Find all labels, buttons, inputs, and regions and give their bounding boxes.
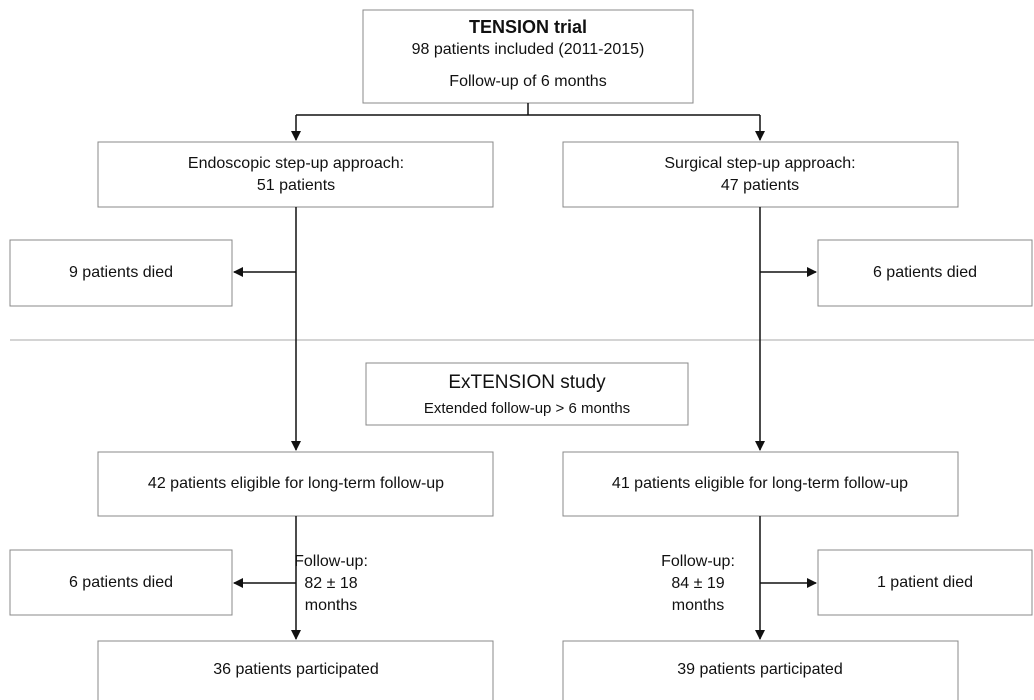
followup-label: 84 ± 19 [671, 575, 724, 592]
followup-label: Follow-up: [294, 553, 368, 570]
extension-title: ExTENSION study [448, 372, 606, 393]
participated-text: 39 patients participated [677, 661, 842, 678]
arm-patients: 51 patients [257, 177, 335, 194]
arm-box [97, 141, 494, 208]
died-text: 6 patients died [69, 574, 173, 591]
trial-followup: Follow-up of 6 months [449, 73, 606, 90]
arm-box [562, 141, 959, 208]
died-box [817, 549, 1033, 616]
followup-label: months [305, 597, 357, 614]
eligible-box [562, 451, 959, 517]
trial-included: 98 patients included (2011-2015) [412, 41, 645, 58]
followup-label: months [672, 597, 724, 614]
connector [296, 103, 760, 116]
arm-patients: 47 patients [721, 177, 799, 194]
extension-box [365, 362, 689, 426]
eligible-text: 42 patients eligible for long-term follo… [148, 475, 444, 492]
arm-approach: Surgical step-up approach: [664, 155, 855, 172]
followup-label: 82 ± 18 [304, 575, 357, 592]
arm-approach: Endoscopic step-up approach: [188, 155, 404, 172]
followup-label: Follow-up: [661, 553, 735, 570]
died-text: 6 patients died [873, 264, 977, 281]
died-text: 1 patient died [877, 574, 973, 591]
trial-box [362, 9, 694, 104]
died-box [9, 239, 233, 307]
died-box [9, 549, 233, 616]
extension-subtitle: Extended follow-up > 6 months [424, 400, 630, 417]
participated-text: 36 patients participated [213, 661, 378, 678]
eligible-text: 41 patients eligible for long-term follo… [612, 475, 908, 492]
died-box [817, 239, 1033, 307]
participated-box [562, 640, 959, 700]
label-bg [302, 550, 360, 616]
died-text: 9 patients died [69, 264, 173, 281]
trial-title: TENSION trial [469, 17, 587, 37]
participated-box [97, 640, 494, 700]
eligible-box [97, 451, 494, 517]
